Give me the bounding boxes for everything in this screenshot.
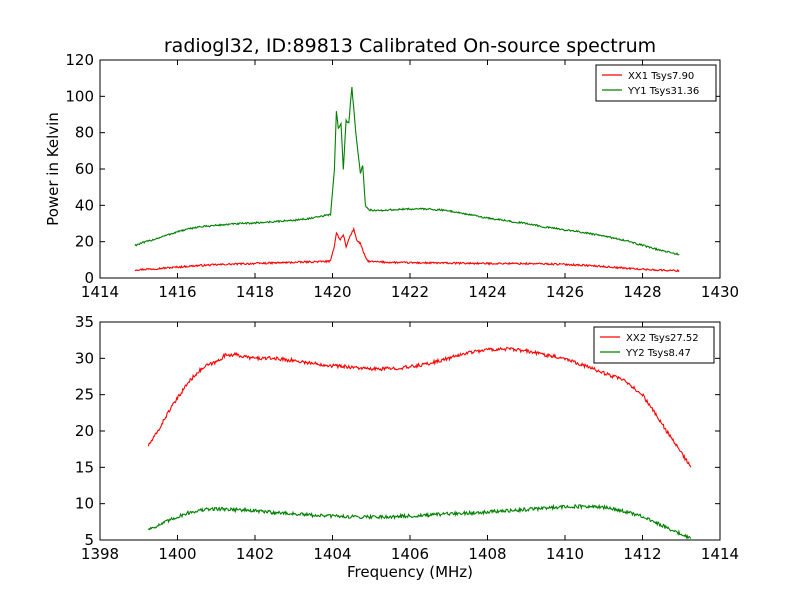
legend-box xyxy=(593,326,715,364)
legend: XX2 Tsys27.52 YY2 Tsys8.47 xyxy=(593,326,715,364)
x-tick-label: 1426 xyxy=(546,283,584,301)
y-axis-label: Power in Kelvin xyxy=(44,112,62,226)
legend-box xyxy=(595,64,717,102)
x-tick-label: 1408 xyxy=(468,545,506,563)
series-line-xx2 xyxy=(147,346,692,468)
y-tick-label: 20 xyxy=(75,422,94,440)
x-axis-label: Frequency (MHz) xyxy=(347,563,473,581)
figure-title: radiogl32, ID:89813 Calibrated On-source… xyxy=(164,35,656,57)
x-tick-label: 1404 xyxy=(313,545,351,563)
x-tick-label: 1416 xyxy=(158,283,196,301)
x-tick-label: 1420 xyxy=(313,283,351,301)
legend-label: XX2 Tsys27.52 xyxy=(626,333,699,344)
x-tick-label: 1414 xyxy=(701,545,739,563)
y-tick-label: 5 xyxy=(84,531,94,549)
x-tick-label: 1402 xyxy=(236,545,274,563)
x-tick-label: 1430 xyxy=(701,283,739,301)
y-tick-label: 60 xyxy=(75,160,94,178)
y-tick-label: 0 xyxy=(84,269,94,287)
top-panel: 1414 1416 1418 1420 1422 1424 1426 1428 1430 0 20 4… xyxy=(44,51,739,301)
series-line-yy2 xyxy=(147,503,692,540)
x-tick-label: 1422 xyxy=(391,283,429,301)
x-tick-label: 1398 xyxy=(81,545,119,563)
y-tick-label: 25 xyxy=(75,386,94,404)
x-tick-label: 1400 xyxy=(158,545,196,563)
y-tick-label: 10 xyxy=(75,495,94,513)
y-tick-label: 20 xyxy=(75,233,94,251)
x-tick-label: 1412 xyxy=(623,545,661,563)
y-tick-label: 15 xyxy=(75,458,94,476)
legend: XX1 Tsys7.90 YY1 Tsys31.36 xyxy=(595,64,717,102)
y-tick-label: 30 xyxy=(75,349,94,367)
y-tick-label: 100 xyxy=(65,87,94,105)
x-tick-label: 1410 xyxy=(546,545,584,563)
bottom-panel: 1398 1400 1402 1404 1406 1408 1410 1412 1414 5 10 1… xyxy=(75,313,739,581)
y-tick-label: 80 xyxy=(75,124,94,142)
series-line-yy1 xyxy=(134,86,680,256)
y-tick-label: 35 xyxy=(75,313,94,331)
x-tick-label: 1428 xyxy=(623,283,661,301)
series-line-xx1 xyxy=(134,226,680,273)
y-tick-label: 120 xyxy=(65,51,94,69)
legend-label: XX1 Tsys7.90 xyxy=(628,71,694,82)
x-tick-label: 1414 xyxy=(81,283,119,301)
legend-label: YY2 Tsys8.47 xyxy=(625,348,691,359)
x-tick-label: 1406 xyxy=(391,545,429,563)
x-tick-label: 1424 xyxy=(468,283,506,301)
y-tick-label: 40 xyxy=(75,196,94,214)
x-tick-label: 1418 xyxy=(236,283,274,301)
legend-label: YY1 Tsys31.36 xyxy=(627,86,699,97)
